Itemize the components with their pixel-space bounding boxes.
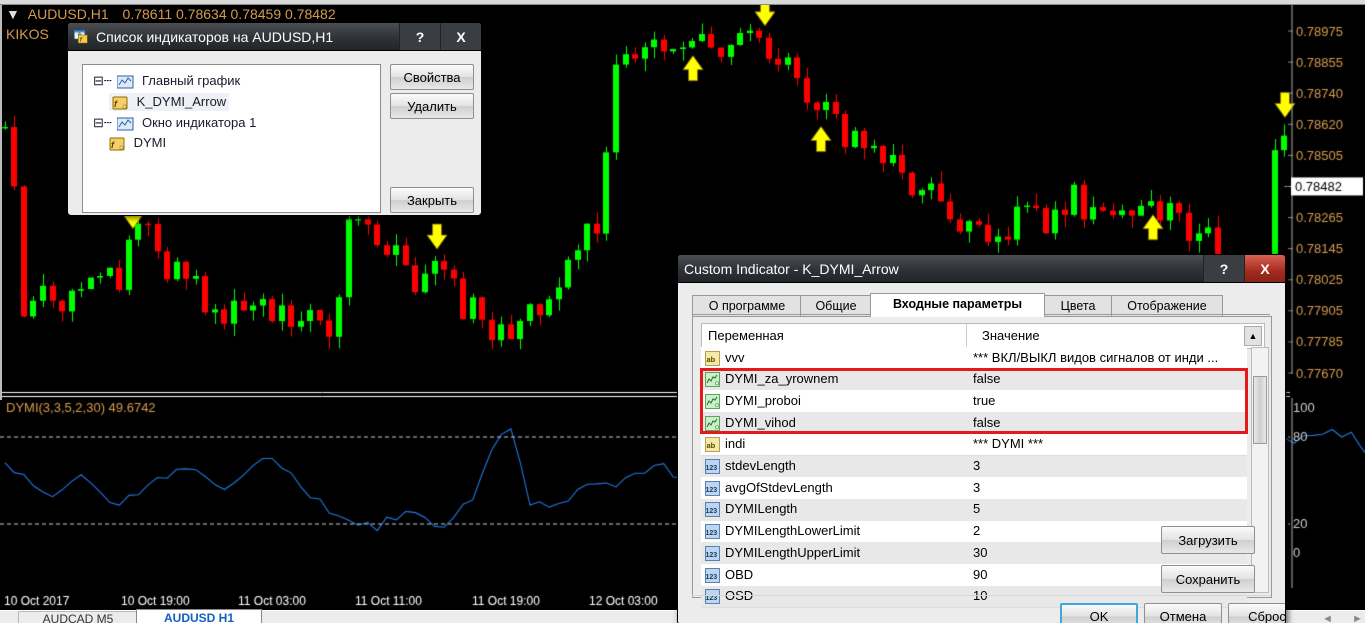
svg-text:123: 123	[706, 552, 718, 559]
svg-text:123: 123	[706, 508, 718, 515]
svg-text:123: 123	[706, 465, 718, 472]
svg-text:123: 123	[706, 595, 718, 602]
svg-text:123: 123	[706, 574, 718, 581]
svg-text:123: 123	[706, 487, 718, 494]
svg-text:ab: ab	[707, 355, 716, 364]
svg-text:123: 123	[706, 530, 718, 537]
svg-text:ab: ab	[707, 441, 716, 450]
